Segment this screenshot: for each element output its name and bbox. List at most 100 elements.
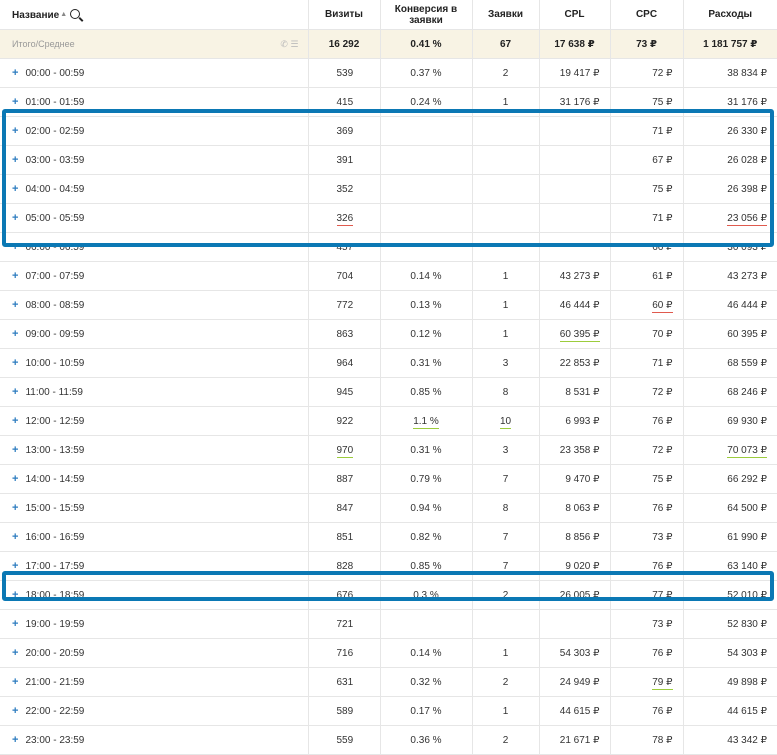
row-cost-cell: 52 830 ₽ <box>683 609 777 639</box>
expand-plus-icon[interactable]: + <box>12 67 19 79</box>
row-leads: 1 <box>502 270 509 282</box>
table-row: +14:00 - 14:59 887 0.79 % 7 9 470 ₽ 75 ₽ 66 29… <box>0 464 777 494</box>
row-visits-cell: 539 <box>308 58 381 88</box>
expand-plus-icon[interactable]: + <box>12 299 19 311</box>
row-cost: 23 056 ₽ <box>727 212 767 226</box>
row-cost: 26 028 ₽ <box>727 154 767 166</box>
row-leads-cell: 1 <box>472 319 540 349</box>
expand-plus-icon[interactable]: + <box>12 589 19 601</box>
sort-arrow-icon[interactable]: ▲ <box>60 10 68 18</box>
expand-plus-icon[interactable]: + <box>12 734 19 746</box>
row-visits-cell: 559 <box>308 725 381 755</box>
row-name-cell: +09:00 - 09:59 <box>0 319 309 349</box>
row-name: 12:00 - 12:59 <box>25 416 85 427</box>
table-row: +12:00 - 12:59 922 1.1 % 10 6 993 ₽ 76 ₽ 69 93… <box>0 406 777 436</box>
row-leads-cell: 7 <box>472 522 540 552</box>
row-cpl: 8 531 ₽ <box>565 386 600 398</box>
row-cpl-cell <box>539 609 611 639</box>
total-cpl: 17 638 ₽ <box>539 29 611 59</box>
row-cost: 49 898 ₽ <box>727 676 767 688</box>
row-name: 06:00 - 06:59 <box>25 242 85 253</box>
expand-plus-icon[interactable]: + <box>12 676 19 688</box>
expand-plus-icon[interactable]: + <box>12 444 19 456</box>
column-header-name[interactable]: Название▲ <box>0 0 309 30</box>
row-name-cell: +20:00 - 20:59 <box>0 638 309 668</box>
row-cost: 63 140 ₽ <box>727 560 767 572</box>
row-cost-cell: 69 930 ₽ <box>683 406 777 436</box>
row-conversion: 0.17 % <box>410 705 442 717</box>
row-cost: 43 342 ₽ <box>727 734 767 746</box>
expand-plus-icon[interactable]: + <box>12 241 19 253</box>
row-cpl-cell <box>539 174 611 204</box>
row-name-cell: +01:00 - 01:59 <box>0 87 309 117</box>
row-cpl-cell: 8 531 ₽ <box>539 377 611 407</box>
row-cost-cell: 26 028 ₽ <box>683 145 777 175</box>
table-row: +02:00 - 02:59 369 71 ₽ 26 330 ₽ <box>0 116 777 146</box>
row-cpl-cell: 9 470 ₽ <box>539 464 611 494</box>
expand-plus-icon[interactable]: + <box>12 618 19 630</box>
expand-plus-icon[interactable]: + <box>12 357 19 369</box>
column-header-leads[interactable]: Заявки <box>472 0 540 30</box>
row-name: 21:00 - 21:59 <box>25 677 85 688</box>
expand-plus-icon[interactable]: + <box>12 183 19 195</box>
row-name-cell: +12:00 - 12:59 <box>0 406 309 436</box>
row-conversion-cell <box>380 174 473 204</box>
row-leads: 2 <box>502 734 509 746</box>
expand-plus-icon[interactable]: + <box>12 502 19 514</box>
row-leads-cell: 8 <box>472 493 540 523</box>
row-cpc: 71 ₽ <box>652 125 673 137</box>
column-header-cpc[interactable]: CPC <box>610 0 684 30</box>
row-cost-cell: 23 056 ₽ <box>683 203 777 233</box>
row-cpl-cell <box>539 145 611 175</box>
row-conversion-cell: 0.32 % <box>380 667 473 697</box>
expand-plus-icon[interactable]: + <box>12 212 19 224</box>
row-cpl: 9 020 ₽ <box>565 560 600 572</box>
column-header-visits[interactable]: Визиты <box>308 0 381 30</box>
row-name: 23:00 - 23:59 <box>25 735 85 746</box>
row-conversion: 0.3 % <box>413 589 439 601</box>
row-name-cell: +14:00 - 14:59 <box>0 464 309 494</box>
expand-plus-icon[interactable]: + <box>12 531 19 543</box>
row-leads-cell: 1 <box>472 87 540 117</box>
row-leads-cell <box>472 203 540 233</box>
row-cost: 44 615 ₽ <box>727 705 767 717</box>
expand-plus-icon[interactable]: + <box>12 560 19 572</box>
expand-plus-icon[interactable]: + <box>12 415 19 427</box>
row-visits-cell: 391 <box>308 145 381 175</box>
table-row: +07:00 - 07:59 704 0.14 % 1 43 273 ₽ 61 ₽ 43 2… <box>0 261 777 291</box>
row-visits: 721 <box>336 618 354 630</box>
expand-plus-icon[interactable]: + <box>12 647 19 659</box>
row-leads: 7 <box>502 531 509 543</box>
expand-plus-icon[interactable]: + <box>12 705 19 717</box>
row-visits-cell: 828 <box>308 551 381 581</box>
expand-plus-icon[interactable]: + <box>12 125 19 137</box>
row-leads-cell: 8 <box>472 377 540 407</box>
row-leads: 7 <box>502 560 509 572</box>
row-cpc-cell: 73 ₽ <box>610 609 684 639</box>
row-cpc-cell: 71 ₽ <box>610 116 684 146</box>
row-leads: 1 <box>502 328 509 340</box>
expand-plus-icon[interactable]: + <box>12 154 19 166</box>
expand-plus-icon[interactable]: + <box>12 96 19 108</box>
expand-plus-icon[interactable]: + <box>12 386 19 398</box>
column-header-cost[interactable]: Расходы <box>683 0 777 30</box>
row-cost-cell: 43 342 ₽ <box>683 725 777 755</box>
column-header-cpl[interactable]: CPL <box>539 0 611 30</box>
row-cpl: 8 063 ₽ <box>565 502 600 514</box>
total-tools-icons[interactable]: ✆ ☰ <box>280 38 299 49</box>
expand-plus-icon[interactable]: + <box>12 270 19 282</box>
search-icon[interactable] <box>70 8 81 19</box>
row-visits: 945 <box>336 386 354 398</box>
row-cost: 26 398 ₽ <box>727 183 767 195</box>
expand-plus-icon[interactable]: + <box>12 328 19 340</box>
row-cost: 70 073 ₽ <box>727 444 767 458</box>
row-cpl: 60 395 ₽ <box>559 328 600 342</box>
row-cpc-cell: 77 ₽ <box>610 580 684 610</box>
expand-plus-icon[interactable]: + <box>12 473 19 485</box>
row-cpl: 6 993 ₽ <box>565 415 600 427</box>
row-leads: 1 <box>502 705 509 717</box>
column-header-conversion[interactable]: Конверсия в заявки <box>380 0 473 30</box>
row-cpc: 73 ₽ <box>652 531 673 543</box>
row-visits-cell: 721 <box>308 609 381 639</box>
row-name-cell: +07:00 - 07:59 <box>0 261 309 291</box>
